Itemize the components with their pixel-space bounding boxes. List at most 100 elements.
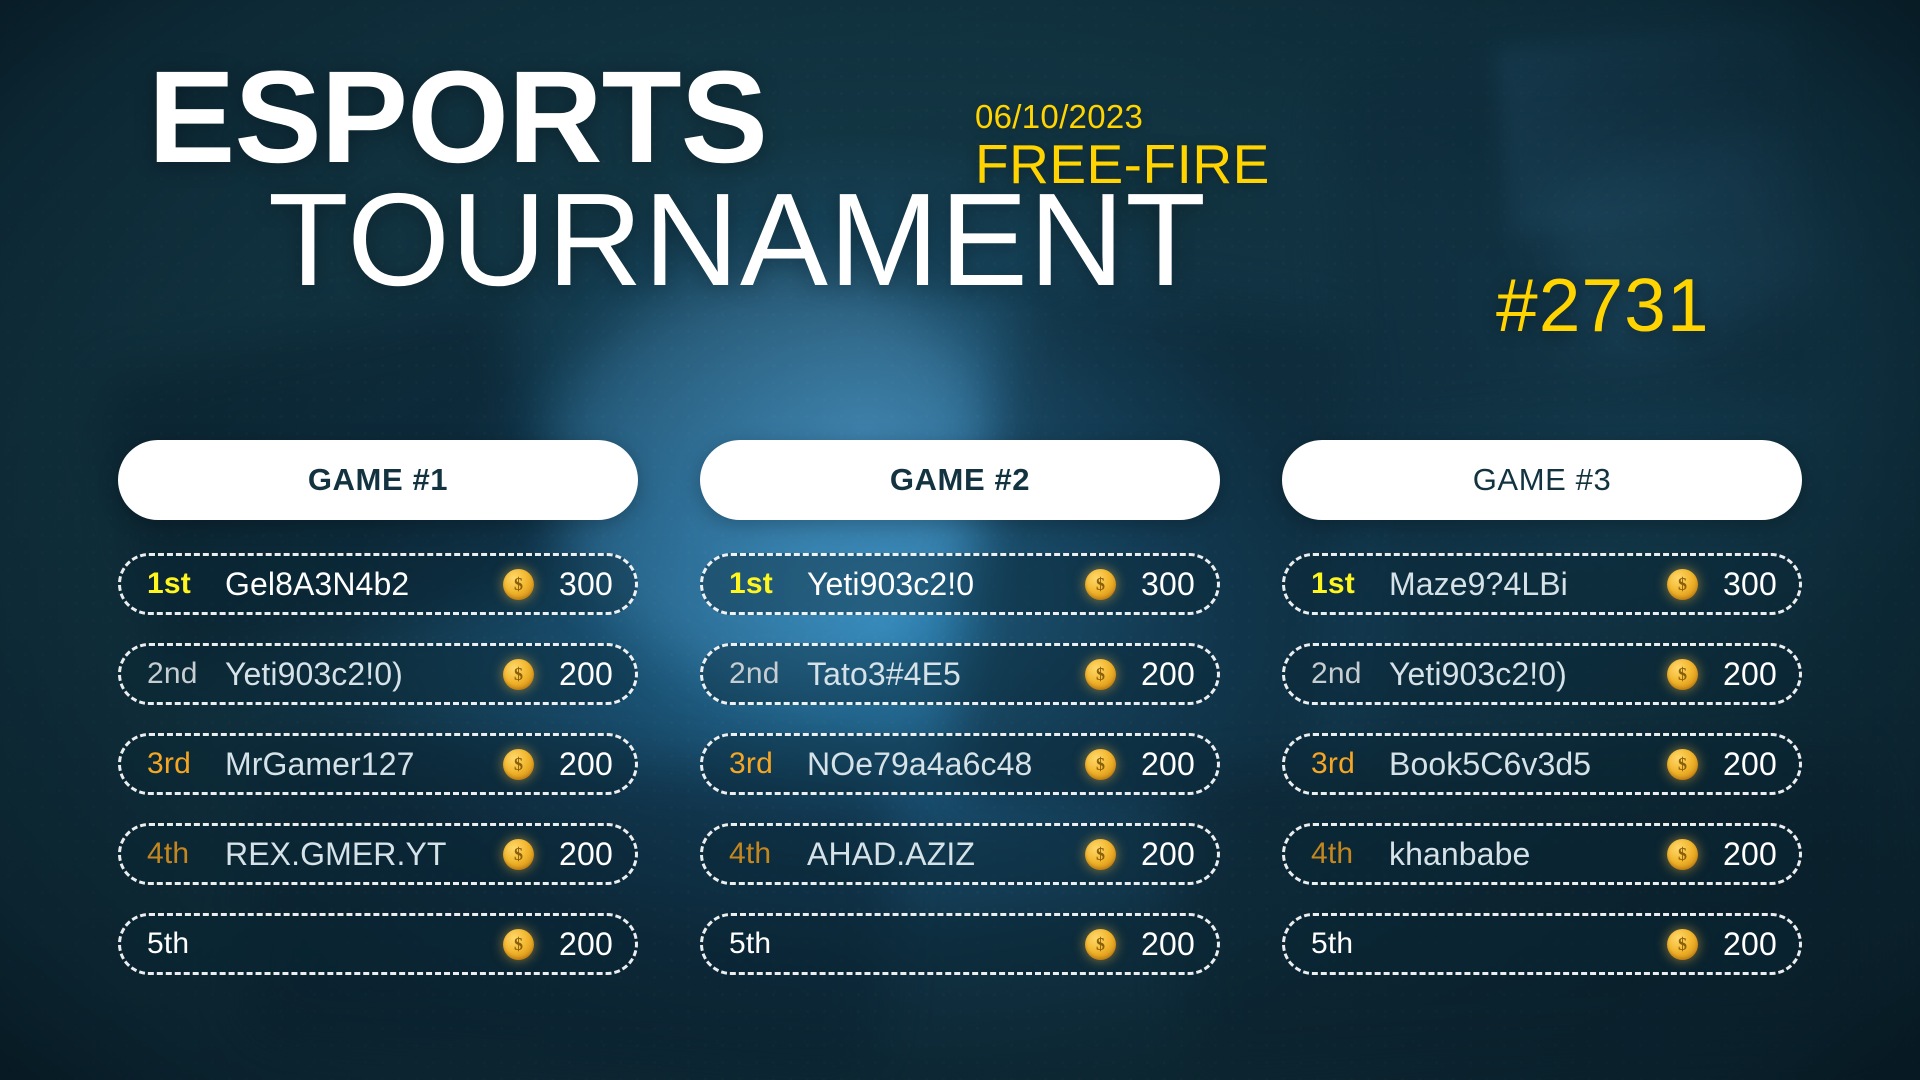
points-value: 300 xyxy=(1723,565,1777,602)
coin-icon: $ xyxy=(1085,928,1116,960)
player-name: REX.GMER.YT xyxy=(225,835,447,872)
coin-icon: $ xyxy=(1667,928,1698,960)
points-value: 200 xyxy=(559,835,613,872)
coin-symbol: $ xyxy=(1096,574,1105,594)
table-row[interactable]: 3rd MrGamer127 $ 200 xyxy=(118,733,638,795)
room-code-badge: #2731 xyxy=(1496,263,1710,347)
table-row[interactable]: 5th $ 200 xyxy=(118,913,638,975)
points-value: 200 xyxy=(1141,655,1195,692)
points-value: 200 xyxy=(1723,655,1777,692)
rank-label: 2nd xyxy=(147,657,198,690)
points-value: 200 xyxy=(1723,745,1777,782)
rank-label: 5th xyxy=(1311,927,1354,960)
coin-symbol: $ xyxy=(1678,574,1687,594)
coin-symbol: $ xyxy=(1096,844,1105,864)
rank-label: 5th xyxy=(729,927,772,960)
event-date: 06/10/2023 xyxy=(975,98,1144,135)
points-group: $ 200 xyxy=(1071,836,1195,873)
player-name: Book5C6v3d5 xyxy=(1389,745,1592,782)
points-value: 200 xyxy=(1723,925,1777,962)
game-header-pill-3[interactable]: GAME #3 xyxy=(1282,440,1802,520)
points-group: $ 200 xyxy=(489,926,613,963)
event-meta: 06/10/2023 FREE-FIRE xyxy=(975,100,1270,192)
player-name: Yeti903c2!0) xyxy=(225,655,403,692)
table-row[interactable]: 2nd Yeti903c2!0) $ 200 xyxy=(1282,643,1802,705)
table-row[interactable]: 4th REX.GMER.YT $ 200 xyxy=(118,823,638,885)
points-value: 300 xyxy=(559,565,613,602)
player-name: NOe79a4a6c48 xyxy=(807,745,1033,782)
game-header-label: GAME #3 xyxy=(1472,462,1612,497)
event-game-mode: FREE-FIRE xyxy=(975,133,1270,195)
points-value: 200 xyxy=(1723,835,1777,872)
rank-label: 3rd xyxy=(147,747,191,780)
player-name: Maze9?4LBi xyxy=(1389,565,1568,602)
table-row[interactable]: 1st Maze9?4LBi $ 300 xyxy=(1282,553,1802,615)
rank-label: 1st xyxy=(1311,567,1355,600)
table-row[interactable]: 4th khanbabe $ 200 xyxy=(1282,823,1802,885)
game-header-pill-2[interactable]: GAME #2 xyxy=(700,440,1220,520)
points-group: $ 200 xyxy=(1071,746,1195,783)
coin-icon: $ xyxy=(503,928,534,960)
table-row[interactable]: 5th $ 200 xyxy=(700,913,1220,975)
title-block: ESPORTS TOURNAMENT xyxy=(148,43,1328,313)
player-name: Gel8A3N4b2 xyxy=(225,565,410,602)
coin-symbol: $ xyxy=(1678,844,1687,864)
player-name: MrGamer127 xyxy=(225,745,415,782)
coin-icon: $ xyxy=(503,838,534,870)
coin-icon: $ xyxy=(1667,658,1698,690)
table-row[interactable]: 1st Gel8A3N4b2 $ 300 xyxy=(118,553,638,615)
table-row[interactable]: 3rd NOe79a4a6c48 $ 200 xyxy=(700,733,1220,795)
coin-symbol: $ xyxy=(514,664,523,684)
rank-label: 3rd xyxy=(729,747,773,780)
coin-icon: $ xyxy=(503,568,534,600)
coin-symbol: $ xyxy=(1096,754,1105,774)
table-row[interactable]: 3rd Book5C6v3d5 $ 200 xyxy=(1282,733,1802,795)
player-name: khanbabe xyxy=(1389,835,1531,872)
points-group: $ 200 xyxy=(489,836,613,873)
points-group: $ 200 xyxy=(489,656,613,693)
coin-icon: $ xyxy=(1085,748,1116,780)
table-row[interactable]: 2nd Yeti903c2!0) $ 200 xyxy=(118,643,638,705)
points-group: $ 300 xyxy=(1071,566,1195,603)
points-value: 200 xyxy=(559,925,613,962)
coin-icon: $ xyxy=(1085,658,1116,690)
points-value: 200 xyxy=(1141,745,1195,782)
table-row[interactable]: 5th $ 200 xyxy=(1282,913,1802,975)
coin-icon: $ xyxy=(503,748,534,780)
rank-label: 4th xyxy=(1311,837,1354,870)
coin-icon: $ xyxy=(1667,838,1698,870)
game-column-3: GAME #3 1st Maze9?4LBi $ 300 2nd Yeti903… xyxy=(1282,440,1802,1003)
coin-icon: $ xyxy=(503,658,534,690)
coin-symbol: $ xyxy=(1678,754,1687,774)
game-header-pill-1[interactable]: GAME #1 xyxy=(118,440,638,520)
player-name: Yeti903c2!0) xyxy=(1389,655,1567,692)
coin-symbol: $ xyxy=(514,934,523,954)
leaderboard-grid: GAME #1 1st Gel8A3N4b2 $ 300 2nd Yeti903… xyxy=(0,440,1920,1003)
page-title-primary: ESPORTS xyxy=(148,43,768,190)
game-column-1: GAME #1 1st Gel8A3N4b2 $ 300 2nd Yeti903… xyxy=(118,440,638,1003)
rank-label: 5th xyxy=(147,927,190,960)
points-value: 200 xyxy=(1141,835,1195,872)
table-row[interactable]: 4th AHAD.AZIZ $ 200 xyxy=(700,823,1220,885)
points-group: $ 200 xyxy=(489,746,613,783)
coin-symbol: $ xyxy=(514,754,523,774)
coin-icon: $ xyxy=(1085,838,1116,870)
coin-icon: $ xyxy=(1667,748,1698,780)
table-row[interactable]: 2nd Tato3#4E5 $ 200 xyxy=(700,643,1220,705)
player-name: AHAD.AZIZ xyxy=(807,835,976,872)
points-group: $ 200 xyxy=(1071,926,1195,963)
coin-symbol: $ xyxy=(514,844,523,864)
page-title-secondary: TOURNAMENT xyxy=(268,165,1207,313)
coin-symbol: $ xyxy=(1678,934,1687,954)
table-row[interactable]: 1st Yeti903c2!0 $ 300 xyxy=(700,553,1220,615)
points-group: $ 200 xyxy=(1071,656,1195,693)
points-group: $ 200 xyxy=(1653,746,1777,783)
rank-label: 1st xyxy=(147,567,191,600)
rank-label: 4th xyxy=(147,837,190,870)
coin-symbol: $ xyxy=(1678,664,1687,684)
points-group: $ 300 xyxy=(489,566,613,603)
points-group: $ 200 xyxy=(1653,656,1777,693)
poster-header: ESPORTS TOURNAMENT 06/10/2023 FREE-FIRE … xyxy=(0,0,1920,400)
coin-symbol: $ xyxy=(1096,934,1105,954)
